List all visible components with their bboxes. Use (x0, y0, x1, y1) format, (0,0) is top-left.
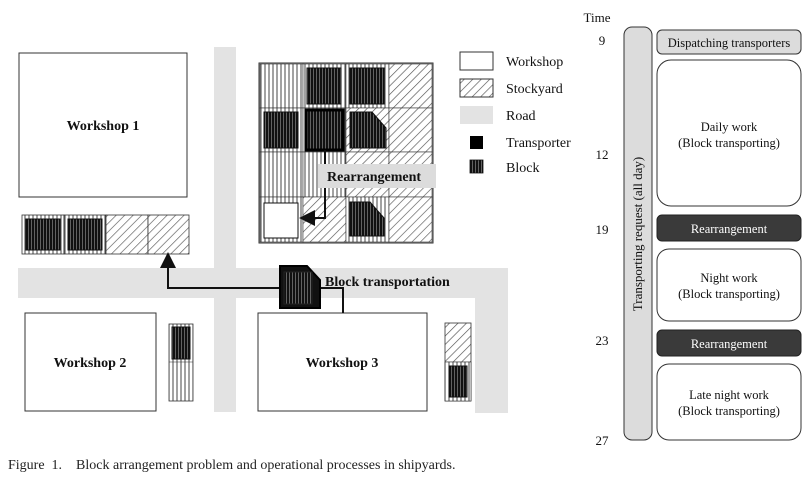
stockyard-cell (388, 196, 433, 243)
legend-swatch-transporter (470, 136, 483, 149)
process-late-night-work-line2: (Block transporting) (678, 404, 780, 418)
stockyard-main (258, 62, 434, 244)
process-rearrangement-2 (656, 329, 802, 357)
block (67, 218, 103, 251)
legend-swatch-block (469, 159, 484, 174)
legend-label-block: Block (506, 161, 539, 176)
process-night-work-line1: Night work (700, 271, 758, 285)
time-tick: 12 (596, 147, 609, 162)
rearrangement-label-bg (318, 164, 436, 188)
transporter (279, 265, 321, 309)
transportation-arrow (160, 252, 344, 313)
block (263, 111, 299, 149)
workshop-3: Workshop 3 (257, 312, 428, 412)
stockyard-left (21, 214, 190, 255)
empty-slot (263, 202, 299, 239)
request-bar (623, 26, 653, 441)
stockyard-cell (147, 214, 190, 255)
road-right (475, 268, 508, 413)
legend-label-transporter: Transporter (506, 136, 571, 151)
time-axis-title: Time (584, 10, 611, 25)
block (171, 326, 191, 360)
stockyard-cell (388, 63, 433, 109)
workshop-2: Workshop 2 (24, 312, 157, 412)
process-daily-work (656, 59, 802, 207)
legend-swatch-workshop (459, 51, 494, 71)
process-late-night-work (656, 363, 802, 441)
timeline: Time 9 12 19 23 27 Transporting request … (584, 10, 802, 448)
workshop-1: Workshop 1 (18, 52, 188, 198)
workshop-1-label: Workshop 1 (67, 119, 140, 134)
road-horizontal (18, 268, 508, 298)
block (349, 201, 385, 237)
rearrangement-label: Rearrangement (327, 170, 421, 185)
time-tick: 23 (596, 333, 609, 348)
time-tick: 27 (596, 433, 610, 448)
time-tick: 9 (599, 33, 606, 48)
road-vertical (214, 47, 236, 412)
block-transportation-label: Block transportation (325, 275, 450, 290)
process-night-work (656, 248, 802, 322)
block (349, 67, 385, 105)
request-bar-label: Transporting request (all day) (630, 157, 645, 311)
stockyard-small-3 (444, 322, 472, 402)
time-tick: 19 (596, 222, 609, 237)
process-rearrangement-1 (656, 214, 802, 242)
process-daily-work-line1: Daily work (701, 120, 758, 134)
legend: Workshop Stockyard Road Transporter Bloc… (459, 51, 571, 176)
legend-swatch-road (460, 106, 493, 124)
legend-label-road: Road (506, 109, 536, 124)
process-night-work-line2: (Block transporting) (678, 287, 780, 301)
figure-caption: Figure 1. Block arrangement problem and … (8, 458, 456, 473)
process-rearrangement-1-label: Rearrangement (691, 222, 768, 236)
legend-label-workshop: Workshop (506, 55, 563, 70)
block (448, 365, 468, 398)
process-daily-work-line2: (Block transporting) (678, 136, 780, 150)
workshop-3-label: Workshop 3 (306, 356, 379, 371)
stockyard-small-2 (168, 323, 194, 402)
process-rearrangement-2-label: Rearrangement (691, 337, 768, 351)
transporter-with-block (304, 108, 345, 152)
legend-label-stockyard: Stockyard (506, 82, 563, 97)
stockyard-cell (259, 63, 304, 109)
stockyard-cell (105, 214, 149, 255)
block (25, 218, 61, 251)
workshop-2-label: Workshop 2 (54, 356, 127, 371)
process-dispatching-label: Dispatching transporters (668, 36, 791, 50)
process-late-night-work-line1: Late night work (689, 388, 770, 402)
stockyard-cell (388, 107, 433, 153)
legend-swatch-stockyard (459, 78, 494, 98)
block (306, 67, 342, 105)
block (349, 111, 387, 149)
stockyard-cell (259, 151, 304, 198)
process-dispatching (656, 29, 802, 55)
